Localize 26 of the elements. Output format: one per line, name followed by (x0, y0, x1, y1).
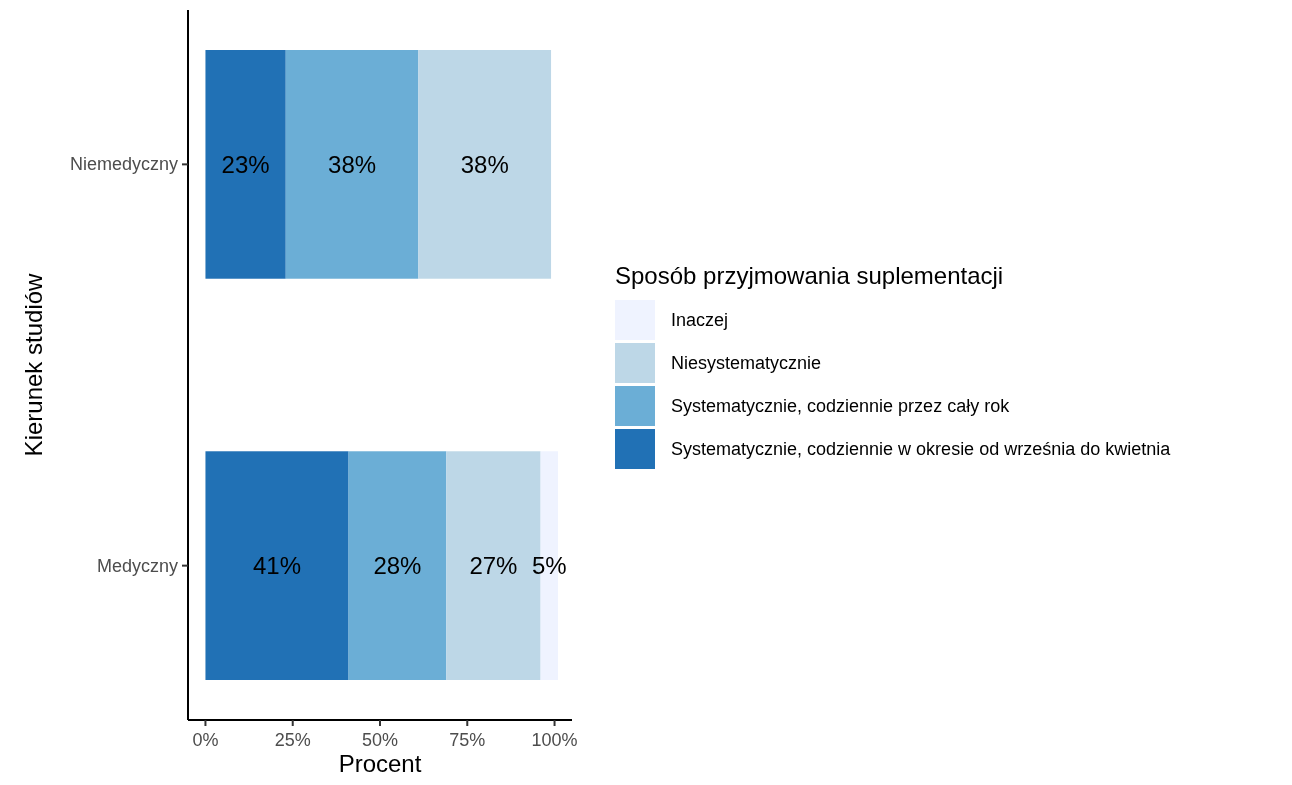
data-label: 28% (373, 552, 422, 580)
data-label: 5% (531, 552, 567, 580)
bar (418, 50, 552, 279)
y-tick-label: Medyczny (96, 555, 178, 576)
bar (348, 451, 447, 680)
y-axis-title: Kierunek studiów (20, 272, 47, 457)
data-label: 38% (328, 150, 377, 178)
legend-title: Sposób przyjmowania suplementacji (615, 261, 1004, 289)
x-tick-label: 0% (192, 730, 219, 750)
data-label: 23% (221, 150, 270, 178)
data-label: 38% (460, 150, 509, 178)
bar (205, 50, 286, 279)
x-tick-label: 75% (449, 730, 486, 750)
legend-label: Systematycznie, codziennie w okresie od września do kwietnia (671, 439, 1172, 459)
bar (285, 50, 419, 279)
legend-label: Niesystematycznie (671, 353, 822, 373)
x-tick-label: 100% (531, 730, 578, 750)
y-tick-label: Niemedyczny (69, 154, 178, 175)
data-label: 41% (252, 552, 302, 580)
x-axis-title: Procent (338, 750, 422, 777)
x-tick-label: 25% (274, 730, 311, 750)
legend-label: Inaczej (671, 310, 729, 330)
legend-label: Systematycznie, codziennie przez cały rok (671, 396, 1011, 416)
data-label: 27% (469, 552, 518, 580)
x-tick-label: 50% (361, 730, 399, 750)
bar (205, 451, 349, 680)
